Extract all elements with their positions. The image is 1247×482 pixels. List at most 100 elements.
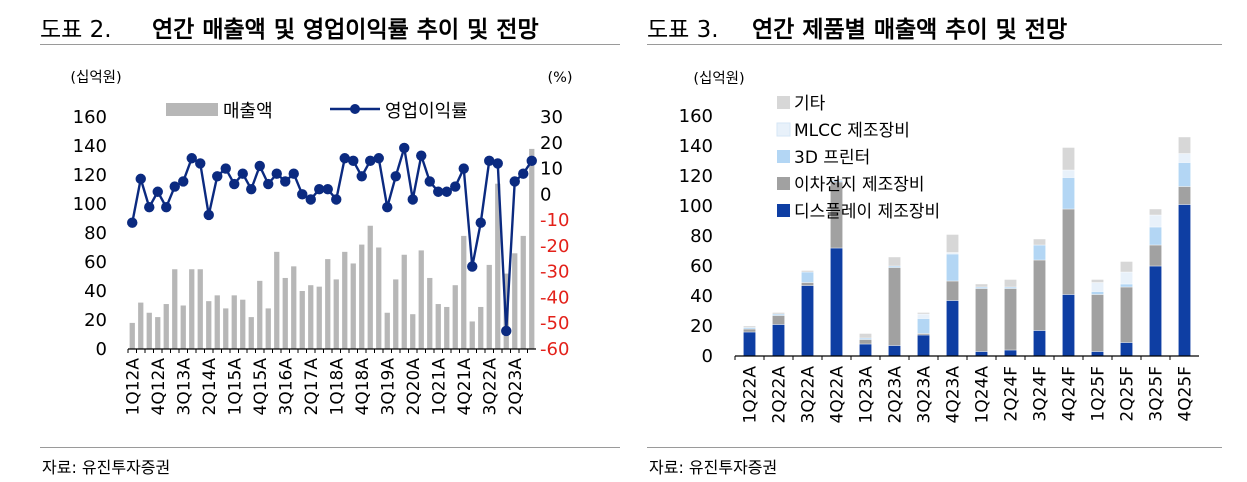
margin-marker xyxy=(203,209,214,221)
margin-marker xyxy=(127,217,138,228)
x-tick-label: 1Q24A xyxy=(973,366,993,424)
display-segment xyxy=(743,331,756,357)
battery-segment xyxy=(859,339,872,345)
margin-marker xyxy=(220,163,231,174)
margin-marker xyxy=(152,186,163,197)
x-tick-label: 2Q24F xyxy=(1002,366,1022,422)
margin-marker xyxy=(365,155,376,167)
x-tick-label: 1Q12A xyxy=(123,358,143,416)
x-tick-label: 2Q25F xyxy=(1118,366,1138,422)
margin-marker xyxy=(441,186,452,197)
x-tick-label: 3Q24F xyxy=(1031,366,1051,422)
right-y-tick-label: 30 xyxy=(540,107,563,128)
right-figure-label: 도표 3. xyxy=(647,17,719,43)
x-tick-label: 4Q15A xyxy=(251,358,271,416)
revenue-bar xyxy=(376,247,382,349)
right-y-tick-label: 0 xyxy=(540,184,551,205)
x-tick-label: 4Q18A xyxy=(353,358,373,416)
left-y-tick-label: 0 xyxy=(96,339,107,360)
margin-marker xyxy=(356,171,367,182)
x-tick-label: 3Q16A xyxy=(276,358,296,416)
right-y-tick-label: -50 xyxy=(540,313,569,334)
revenue-bar xyxy=(155,317,161,349)
right-y-tick-label: -10 xyxy=(540,210,569,231)
margin-marker xyxy=(399,142,410,154)
right-y-tick-label: 20 xyxy=(540,133,563,154)
other-segment xyxy=(1120,261,1133,273)
revenue-bar xyxy=(410,314,416,349)
other-segment xyxy=(830,178,843,181)
revenue-bar xyxy=(495,183,501,349)
revenue-bar xyxy=(291,266,297,349)
margin-marker xyxy=(161,202,172,213)
margin-marker xyxy=(144,202,155,213)
margin-marker xyxy=(288,168,299,179)
right-y-tick-label: -40 xyxy=(540,287,569,308)
revenue-bar xyxy=(393,279,399,349)
mlcc-segment xyxy=(1178,153,1191,163)
x-tick-label: 2Q20A xyxy=(404,358,424,416)
display-segment xyxy=(975,351,988,357)
right-chart-unit: (십억원) xyxy=(693,70,744,87)
printer3d-segment xyxy=(1033,244,1046,261)
margin-marker xyxy=(509,176,520,187)
legend-display-swatch xyxy=(777,204,790,217)
printer3d-segment xyxy=(975,286,988,289)
x-tick-label: 2Q14A xyxy=(200,358,220,416)
revenue-bar xyxy=(427,277,433,349)
battery-segment xyxy=(917,333,930,336)
margin-marker xyxy=(373,153,384,164)
margin-marker xyxy=(178,176,189,187)
revenue-bar xyxy=(316,286,322,349)
margin-marker xyxy=(475,217,486,228)
margin-marker xyxy=(246,183,257,195)
margin-marker xyxy=(467,261,478,272)
x-tick-label: 2Q23A xyxy=(886,366,906,424)
revenue-bar xyxy=(129,322,135,349)
margin-marker xyxy=(518,168,529,179)
other-segment xyxy=(1004,279,1017,288)
revenue-bar xyxy=(265,308,271,349)
left-y-tick-label: 120 xyxy=(73,165,107,186)
margin-marker xyxy=(186,153,197,164)
left-y-tick-label: 80 xyxy=(84,223,107,244)
margin-marker xyxy=(135,173,146,185)
revenue-bar xyxy=(206,301,212,349)
other-segment xyxy=(772,312,785,315)
legend-printer3d-swatch xyxy=(777,150,790,163)
margin-marker xyxy=(348,155,359,167)
margin-marker xyxy=(280,176,291,187)
y-tick-label: 160 xyxy=(679,106,713,127)
left-y-tick-label: 140 xyxy=(73,136,107,157)
printer3d-segment xyxy=(1004,286,1017,289)
x-tick-label: 3Q19A xyxy=(378,358,398,416)
battery-segment xyxy=(801,282,814,286)
left-y-tick-label: 100 xyxy=(73,194,107,215)
other-segment xyxy=(859,333,872,339)
legend-printer3d-label: 3D 프린터 xyxy=(794,148,870,168)
margin-marker xyxy=(322,183,333,195)
margin-marker xyxy=(314,183,325,195)
margin-marker xyxy=(212,171,223,182)
display-segment xyxy=(801,285,814,357)
x-tick-label: 4Q21A xyxy=(455,358,475,416)
left-y-tick-label: 20 xyxy=(84,310,107,331)
margin-marker xyxy=(195,158,206,169)
right-figure-title: 연간 제품별 매출액 추이 및 전망 xyxy=(752,17,1068,43)
legend-other-swatch xyxy=(777,96,790,109)
y-tick-label: 60 xyxy=(690,256,713,277)
revenue-bar xyxy=(248,317,254,349)
right-y-tick-label: -60 xyxy=(540,339,569,360)
y-tick-label: 140 xyxy=(679,136,713,157)
printer3d-segment xyxy=(888,265,901,268)
revenue-bar xyxy=(520,235,526,349)
x-tick-label: 2Q22A xyxy=(770,366,790,424)
legend-other-label: 기타 xyxy=(794,94,826,114)
display-segment xyxy=(1120,342,1133,357)
revenue-bar xyxy=(163,304,169,349)
battery-segment xyxy=(1091,294,1104,352)
display-segment xyxy=(1091,351,1104,357)
legend-battery-swatch xyxy=(777,177,790,190)
y-tick-label: 120 xyxy=(679,166,713,187)
margin-marker xyxy=(501,325,512,337)
